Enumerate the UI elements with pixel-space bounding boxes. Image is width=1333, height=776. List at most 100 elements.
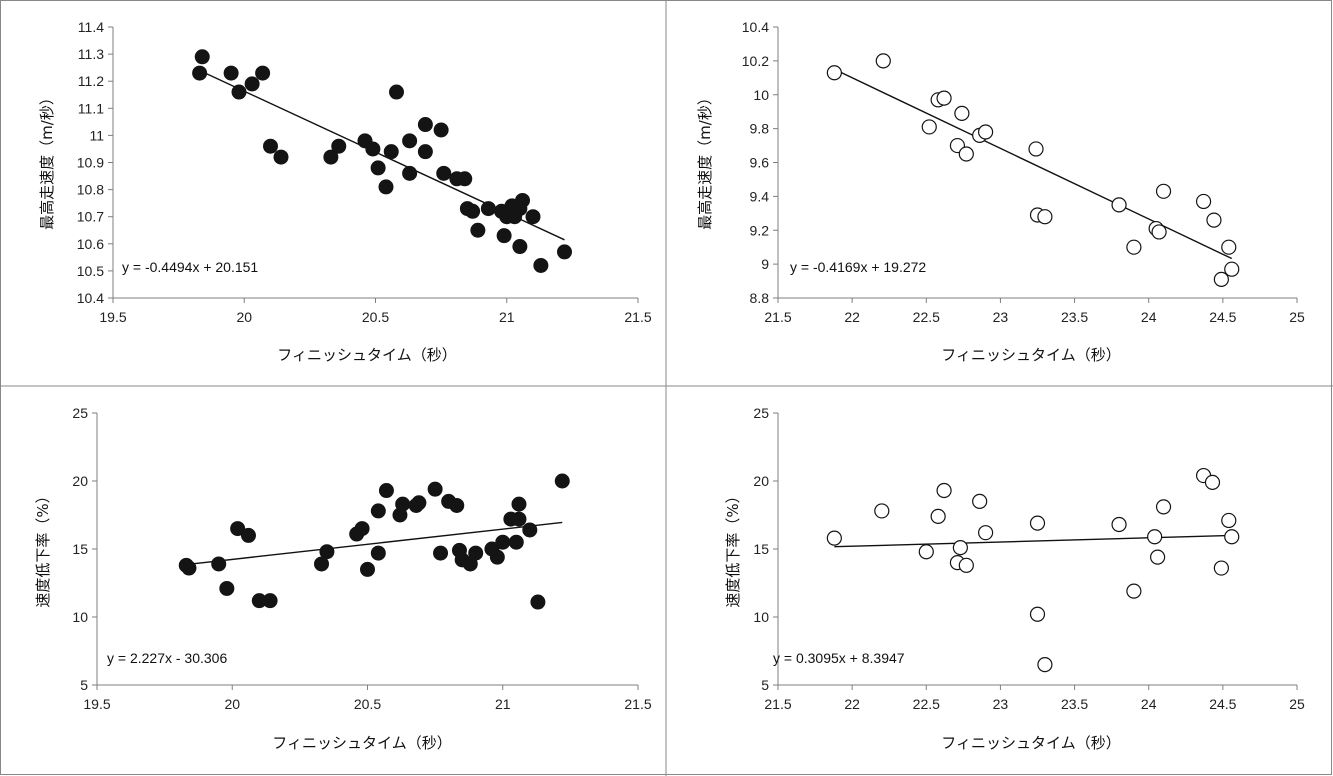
trendline xyxy=(834,534,1232,548)
x-tick-label: 20 xyxy=(224,696,240,712)
data-point xyxy=(1224,261,1240,277)
y-tick-label: 15 xyxy=(753,541,769,557)
data-point xyxy=(826,65,842,81)
data-point xyxy=(273,149,289,165)
x-tick-label: 25 xyxy=(1289,696,1305,712)
data-point xyxy=(323,149,339,165)
data-point xyxy=(360,561,375,577)
data-point xyxy=(219,580,235,596)
y-axis-label: 最高走速度（m/秒） xyxy=(696,90,714,230)
y-tick-label: 15 xyxy=(72,541,88,557)
data-point xyxy=(263,138,278,154)
data-point xyxy=(383,144,399,160)
y-tick-label: 11.1 xyxy=(78,100,104,116)
x-tick-label: 20.5 xyxy=(354,696,381,712)
y-tick-label: 5 xyxy=(80,677,88,693)
y-tick-label: 5 xyxy=(761,677,769,693)
data-point xyxy=(378,483,394,499)
data-point xyxy=(1204,474,1221,490)
data-point xyxy=(958,557,974,573)
data-point xyxy=(192,65,208,81)
data-point xyxy=(936,482,952,499)
data-point xyxy=(972,493,988,509)
x-tick-label: 21 xyxy=(499,309,515,325)
x-tick-label: 22.5 xyxy=(913,309,940,325)
data-point xyxy=(512,239,528,255)
trendline xyxy=(186,521,563,566)
data-point xyxy=(354,521,370,537)
y-axis-label: 速度低下率（%） xyxy=(34,488,52,607)
x-tick-label: 23 xyxy=(993,309,1009,325)
data-point xyxy=(952,540,968,556)
data-point xyxy=(181,560,197,576)
data-point xyxy=(489,549,505,565)
x-tick-label: 21 xyxy=(495,696,511,712)
data-point xyxy=(449,497,465,513)
data-point xyxy=(389,84,404,100)
data-point xyxy=(395,496,411,512)
x-axis-label: フィニッシュタイム（秒） xyxy=(272,734,451,752)
y-tick-label: 10.6 xyxy=(77,236,104,252)
x-tick-label: 22 xyxy=(844,309,860,325)
y-tick-label: 10.2 xyxy=(742,53,769,69)
data-point xyxy=(1221,239,1237,255)
data-point xyxy=(1206,212,1222,228)
chart-3: 19.5 20 20.5 21 21.5 5 10 15 20 25 y = 2.227x - 30… xyxy=(34,405,652,752)
data-point xyxy=(465,203,481,219)
y-tick-label: 10 xyxy=(72,609,88,625)
x-tick-label: 21.5 xyxy=(624,309,651,325)
y-tick-label: 10.5 xyxy=(77,263,104,279)
x-axis-label: フィニッシュタイム（秒） xyxy=(941,734,1120,752)
y-tick-label: 10.4 xyxy=(742,19,769,35)
data-point xyxy=(417,117,433,133)
data-point xyxy=(954,105,970,121)
data-point xyxy=(495,534,511,550)
data-point xyxy=(1224,529,1240,545)
y-tick-label: 25 xyxy=(753,405,769,421)
data-point xyxy=(378,179,394,195)
data-point xyxy=(370,160,386,176)
y-tick-label: 10.7 xyxy=(77,209,104,225)
data-point xyxy=(1126,583,1142,599)
data-point xyxy=(921,119,937,135)
data-point xyxy=(1126,239,1142,255)
data-point xyxy=(508,534,524,550)
data-point xyxy=(470,222,486,238)
data-point xyxy=(1037,656,1053,673)
data-point xyxy=(436,165,452,181)
data-point xyxy=(1155,183,1172,199)
y-tick-label: 9.8 xyxy=(750,121,770,137)
data-point xyxy=(1029,515,1046,531)
data-point xyxy=(1221,512,1237,529)
x-tick-label: 21.5 xyxy=(764,309,791,325)
data-point xyxy=(533,257,549,273)
data-point xyxy=(433,545,449,561)
data-point xyxy=(1150,549,1166,565)
data-point xyxy=(1155,499,1172,515)
trendline-equation: y = -0.4494x + 20.151 xyxy=(122,259,258,275)
data-point xyxy=(194,49,210,65)
data-point xyxy=(958,146,974,162)
y-tick-label: 20 xyxy=(753,473,769,489)
data-point xyxy=(244,76,260,92)
trendline-equation: y = -0.4169x + 19.272 xyxy=(790,259,926,275)
data-point xyxy=(1213,560,1229,576)
data-point xyxy=(977,124,994,140)
x-tick-label: 23 xyxy=(993,696,1009,712)
data-point xyxy=(918,544,934,560)
data-point xyxy=(262,593,278,609)
y-tick-label: 11 xyxy=(89,127,104,143)
data-point xyxy=(314,556,330,572)
data-point xyxy=(427,481,443,497)
data-point xyxy=(240,527,256,543)
y-tick-label: 25 xyxy=(72,405,88,421)
data-point xyxy=(977,525,994,541)
x-tick-label: 23.5 xyxy=(1061,696,1088,712)
data-point xyxy=(370,503,386,519)
y-tick-label: 10.4 xyxy=(77,290,104,306)
y-tick-label: 11.2 xyxy=(78,73,104,89)
data-point xyxy=(1195,193,1212,210)
data-point xyxy=(211,556,227,572)
data-point xyxy=(230,521,246,537)
